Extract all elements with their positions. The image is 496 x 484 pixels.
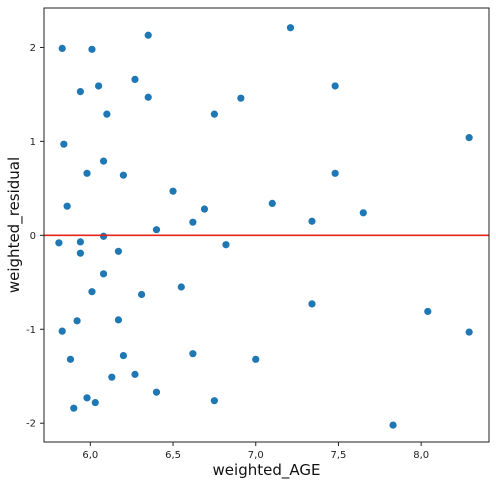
data-point <box>103 110 111 118</box>
data-point <box>91 398 99 407</box>
data-point <box>268 199 276 207</box>
data-point <box>189 218 197 226</box>
data-point <box>83 394 91 402</box>
data-point <box>210 110 218 118</box>
data-point <box>55 239 63 247</box>
data-point <box>58 44 66 52</box>
data-point <box>66 355 75 363</box>
data-point <box>252 355 260 363</box>
data-point <box>152 388 161 396</box>
y-axis: -2 -1 0 1 2 <box>26 43 44 430</box>
y-tick-label: 1 <box>30 137 36 148</box>
data-point <box>308 300 316 308</box>
x-tick-label: 7,0 <box>248 450 264 461</box>
data-point <box>63 202 71 210</box>
data-point <box>144 93 152 101</box>
data-point <box>131 370 139 378</box>
data-point <box>200 205 209 213</box>
x-axis-label: weighted_AGE <box>213 461 321 480</box>
points-layer <box>55 24 473 429</box>
data-point <box>119 171 128 179</box>
data-point <box>237 94 245 102</box>
data-point <box>152 226 161 234</box>
data-point <box>94 82 103 90</box>
data-point <box>83 169 91 177</box>
data-point <box>88 288 96 296</box>
data-point <box>210 397 218 405</box>
data-point <box>76 238 84 246</box>
data-point <box>389 421 397 429</box>
data-point <box>331 82 339 90</box>
data-point <box>99 232 108 240</box>
data-point <box>58 327 66 335</box>
data-point <box>169 187 177 195</box>
data-point <box>465 134 473 142</box>
data-point <box>189 350 197 358</box>
x-tick-label: 6,0 <box>82 450 98 461</box>
data-point <box>76 88 84 96</box>
data-point <box>108 373 116 381</box>
x-tick-label: 7,5 <box>331 450 347 461</box>
data-point <box>465 328 473 336</box>
data-point <box>114 247 123 255</box>
data-point <box>131 75 139 83</box>
x-tick-label: 6,5 <box>165 450 181 461</box>
y-tick-label: 2 <box>30 43 36 54</box>
y-tick-label: -1 <box>26 325 36 336</box>
data-point <box>99 157 108 165</box>
data-point <box>144 31 152 39</box>
data-point <box>114 316 123 324</box>
data-point <box>424 307 432 316</box>
plot-frame <box>43 7 490 443</box>
data-point <box>73 317 81 325</box>
data-point <box>76 249 84 257</box>
data-point <box>60 140 68 148</box>
data-point <box>119 351 128 360</box>
y-tick-label: 0 <box>30 231 36 242</box>
x-tick-label: 8,0 <box>413 450 429 461</box>
y-tick-label: -2 <box>26 419 36 430</box>
data-point <box>331 169 339 177</box>
data-point <box>88 45 96 53</box>
data-point <box>308 217 316 225</box>
data-point <box>286 24 295 32</box>
data-point <box>177 283 185 291</box>
data-point <box>70 404 78 412</box>
data-point <box>222 241 230 249</box>
data-point <box>359 209 367 217</box>
y-axis-label: weighted_residual <box>5 157 24 293</box>
data-point <box>99 270 108 278</box>
x-axis: 6,0 6,5 7,0 7,5 8,0 <box>82 442 429 461</box>
data-point <box>138 290 146 299</box>
